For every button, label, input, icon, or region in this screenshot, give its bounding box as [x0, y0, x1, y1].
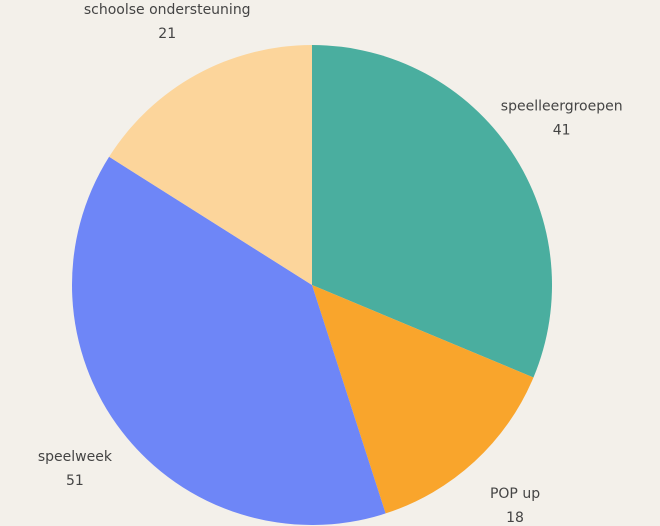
- slice-label: POP up: [490, 486, 540, 502]
- slice-label: speelleergroepen: [501, 99, 623, 115]
- slice-value: 41: [553, 123, 571, 139]
- pie-slice: [71, 156, 386, 526]
- slice-value: 51: [66, 473, 84, 489]
- pie-slice: [312, 285, 534, 514]
- slice-value: 18: [506, 510, 524, 526]
- pie-slice: [312, 45, 552, 378]
- slice-label: speelweek: [38, 449, 113, 465]
- pie-slice: [109, 45, 312, 285]
- slice-label: schoolse ondersteuning: [84, 2, 251, 18]
- slice-value: 21: [158, 26, 176, 42]
